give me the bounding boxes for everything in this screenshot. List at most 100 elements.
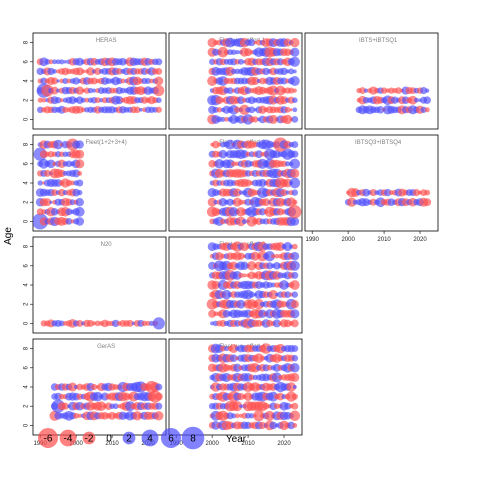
panels-layer: HERAS 0 2 4 6 8 Fleet w.o. effort 1 IBTS+IBTSQ1…	[24, 32, 439, 447]
x-tick-label: 2020	[413, 237, 427, 243]
bubble-point	[65, 208, 73, 216]
bubble-point	[75, 159, 85, 169]
bubble-point	[412, 189, 421, 197]
bubble-point	[37, 180, 43, 186]
bubble-point	[145, 320, 151, 326]
bubble-point	[279, 280, 289, 290]
bubble-point	[240, 150, 249, 159]
bubble-point	[215, 96, 224, 105]
bubble-point	[233, 188, 242, 197]
bubble-point	[65, 179, 73, 187]
bubble-point	[154, 76, 164, 86]
x-tick-label: 2010	[105, 441, 119, 447]
bubble-point	[289, 76, 300, 86]
bubble-point	[264, 410, 275, 421]
bubble-point	[46, 159, 56, 169]
bubble-point	[215, 252, 224, 261]
bubble-point	[239, 104, 250, 116]
panel-points	[206, 241, 300, 329]
bubble-point	[74, 206, 85, 217]
bubble-point	[47, 67, 55, 76]
bubble-point	[413, 97, 419, 103]
bubble-point	[53, 139, 63, 150]
bubble-point	[58, 320, 65, 327]
panel-5: IBTSQ3+IBTSQ4 1990 2000 2010 2020	[304, 134, 439, 243]
bubble-point	[273, 403, 280, 410]
panel-0: HERAS 0 2 4 6 8	[24, 32, 167, 130]
bubble-point	[54, 97, 62, 104]
bubble-point	[94, 320, 101, 327]
bubble-point	[76, 106, 84, 114]
bubble-point	[73, 412, 80, 419]
y-tick-label: 8	[24, 40, 30, 44]
bubble-point	[238, 199, 244, 205]
panel-title: IBTSQ3+IBTSQ4	[355, 140, 402, 146]
bubble-point	[289, 280, 300, 290]
bubble-point	[115, 96, 124, 105]
bubble-point	[68, 382, 78, 392]
bubble-point	[283, 38, 292, 47]
y-tick-label: 0	[24, 117, 30, 121]
bubble-point	[369, 188, 377, 197]
panel-title: Fleet(1+2+3+4)	[86, 140, 127, 146]
bubble-point	[217, 46, 229, 58]
bubble-point	[292, 88, 297, 93]
bubble-point	[229, 354, 238, 363]
bubble-point	[258, 208, 267, 216]
bubble-point	[424, 189, 431, 196]
bubble-point	[424, 107, 430, 113]
bubble-point	[288, 68, 295, 75]
bubble-point	[231, 413, 237, 419]
bubble-point	[268, 85, 279, 96]
bubble-point	[252, 189, 259, 196]
panel-points	[207, 343, 301, 431]
bubble-point	[155, 58, 163, 66]
bubble-point	[41, 84, 54, 97]
bubble-point	[285, 190, 290, 195]
bubble-point	[211, 280, 220, 290]
x-tick-label: 2020	[277, 441, 291, 447]
bubble-point	[286, 382, 297, 392]
bubble-point	[242, 273, 247, 278]
bubble-point	[359, 87, 366, 95]
legend-bubble	[59, 429, 77, 447]
bubble-point	[208, 309, 217, 318]
bubble-point	[218, 197, 228, 207]
y-tick-label: 8	[24, 244, 30, 248]
y-tick-label: 6	[24, 365, 30, 369]
panel-points	[49, 380, 164, 421]
bubble-point	[273, 262, 281, 270]
bubble-point	[221, 289, 232, 300]
bubble-point	[254, 150, 263, 159]
y-tick-label: 6	[24, 161, 30, 165]
bubble-point	[236, 299, 246, 309]
legend-label: -6	[44, 434, 53, 445]
bubble-point	[282, 114, 293, 125]
bubble-point	[280, 77, 288, 85]
panel-frame	[32, 236, 167, 334]
bubble-point	[154, 411, 164, 421]
legend-bubble	[82, 431, 96, 445]
bubble-point	[225, 139, 236, 150]
bubble-point	[274, 253, 280, 259]
bubble-point	[86, 67, 95, 76]
y-tick-label: 4	[24, 283, 30, 287]
x-tick-label: 2010	[241, 441, 255, 447]
bubble-point	[391, 96, 399, 104]
bubble-point	[62, 106, 69, 113]
bubble-point	[252, 116, 259, 123]
bubble-point	[118, 57, 127, 66]
bubble-point	[272, 319, 281, 328]
bubble-point	[284, 402, 292, 410]
bubble-point	[226, 198, 234, 206]
bubble-point	[226, 87, 234, 94]
bubble-point	[58, 169, 66, 178]
bubble-point	[248, 38, 256, 47]
y-tick-label: 8	[24, 142, 30, 146]
panel-2: IBTS+IBTSQ1	[304, 32, 439, 130]
bubble-point	[258, 179, 267, 187]
bubble-point	[383, 188, 392, 197]
bubble-point	[234, 106, 241, 113]
bubble-point	[280, 96, 289, 105]
